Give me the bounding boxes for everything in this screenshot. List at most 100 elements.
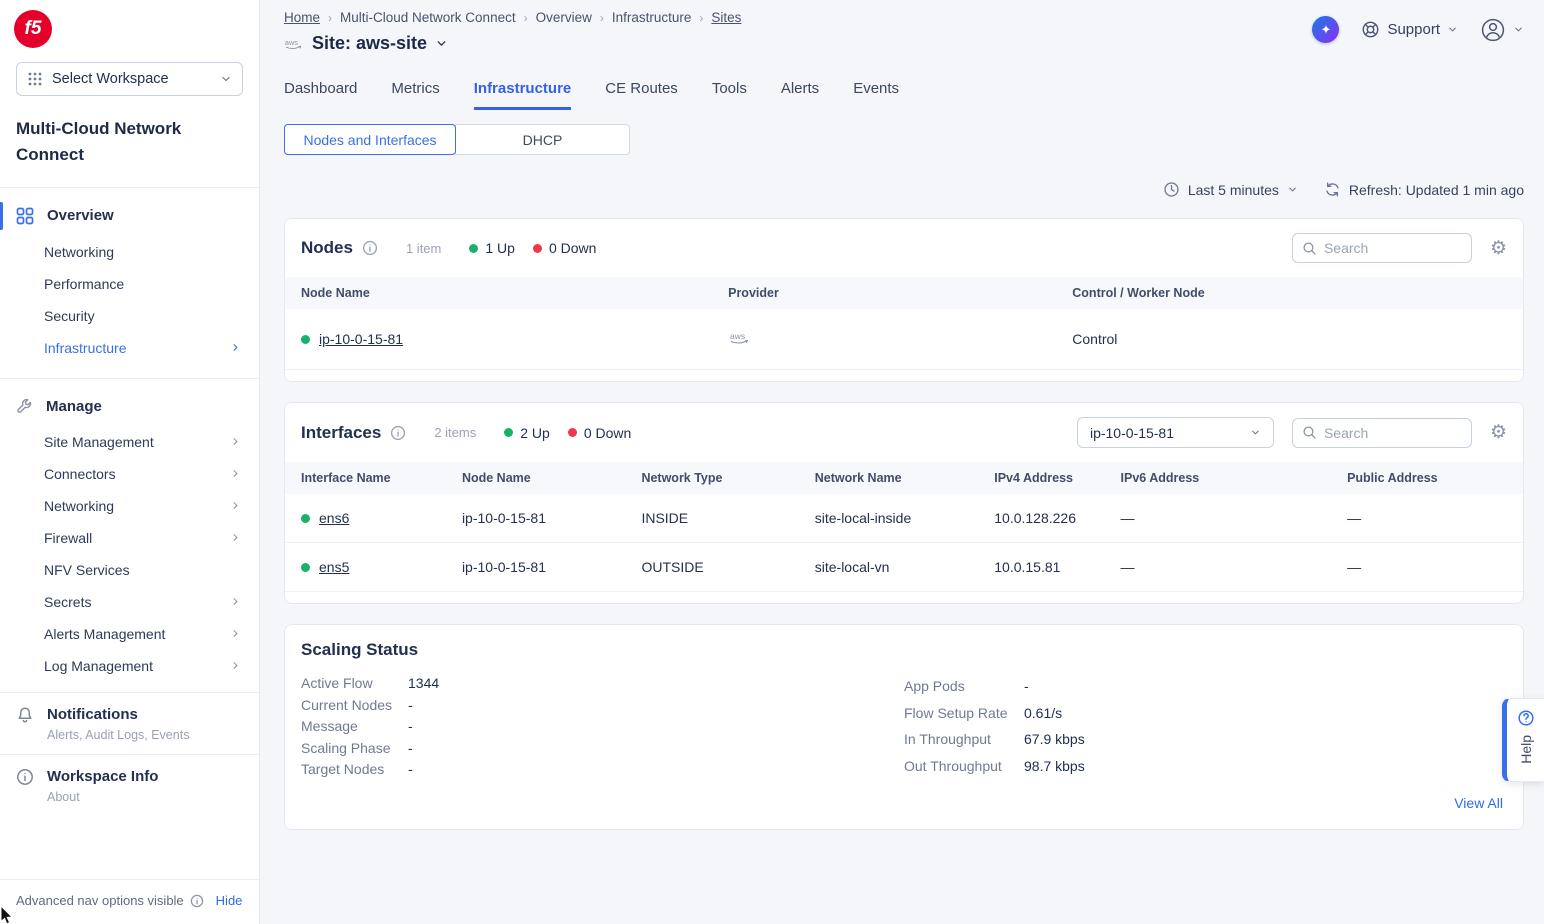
- interfaces-search-input[interactable]: [1323, 424, 1462, 441]
- up-status-dot: [301, 334, 310, 344]
- node-name-link[interactable]: ip-10-0-15-81: [319, 331, 404, 347]
- sidebar-item-alerts-management[interactable]: Alerts Management: [0, 618, 259, 650]
- refresh-button[interactable]: Refresh: Updated 1 min ago: [1324, 181, 1524, 198]
- time-range-selector[interactable]: Last 5 minutes: [1163, 181, 1298, 198]
- nodes-table: Node Name Provider Control / Worker Node…: [285, 277, 1523, 370]
- site-title-row[interactable]: aws Site: aws-site: [284, 33, 1524, 54]
- tab-ce-routes[interactable]: CE Routes: [605, 80, 678, 97]
- page-title: Site: aws-site: [312, 33, 428, 53]
- node-filter-select[interactable]: ip-10-0-15-81: [1076, 417, 1274, 448]
- sidebar-item-connectors[interactable]: Connectors: [0, 458, 259, 490]
- field-label: Flow Setup Rate: [904, 704, 1008, 721]
- field-value: 98.7 kbps: [1024, 757, 1085, 774]
- column-header-ipv6: IPv6 Address: [1104, 462, 1332, 494]
- breadcrumb-sites[interactable]: Sites: [711, 10, 742, 25]
- support-menu[interactable]: Support: [1361, 20, 1458, 39]
- field-value: -: [408, 761, 413, 777]
- field-label: Current Nodes: [301, 696, 393, 713]
- sidebar-item-performance[interactable]: Performance: [0, 268, 259, 300]
- subtab-nodes-and-interfaces[interactable]: Nodes and Interfaces: [284, 124, 456, 155]
- ai-assistant-button[interactable]: ✦: [1312, 16, 1340, 43]
- sidebar-item-infrastructure[interactable]: Infrastructure: [0, 332, 259, 364]
- interface-ipv6-cell: —: [1104, 542, 1332, 592]
- field-label: Scaling Phase: [301, 739, 391, 756]
- tab-dashboard[interactable]: Dashboard: [284, 80, 358, 97]
- scaling-right-column: App Pods - Flow Setup Rate 0.61/s In Throu…: [904, 673, 1507, 781]
- sidebar-item-workspace-info[interactable]: Workspace Info About: [0, 753, 259, 816]
- chevron-down-icon[interactable]: [435, 37, 448, 50]
- chevron-down-icon: [220, 73, 232, 85]
- tab-events[interactable]: Events: [853, 80, 900, 97]
- sidebar-item-networking-manage[interactable]: Networking: [0, 490, 259, 522]
- node-role-cell: Control: [1056, 309, 1523, 370]
- column-header-network-type: Network Type: [625, 462, 799, 494]
- workspace-selector[interactable]: Select Workspace: [16, 62, 243, 96]
- time-range-label: Last 5 minutes: [1187, 181, 1279, 198]
- time-controls: Last 5 minutes Refresh: Updated 1 min ag…: [284, 181, 1524, 198]
- sidebar-item-secrets[interactable]: Secrets: [0, 586, 259, 618]
- aws-provider-icon: aws: [284, 37, 304, 51]
- workspace-info-subtitle: About: [47, 789, 80, 804]
- divider: [0, 377, 259, 379]
- sidebar-item-firewall[interactable]: Firewall: [0, 522, 259, 554]
- sidebar-item-log-management[interactable]: Log Management: [0, 650, 259, 682]
- tab-infrastructure[interactable]: Infrastructure: [473, 80, 572, 110]
- sidebar-item-networking[interactable]: Networking: [0, 236, 259, 268]
- tab-tools[interactable]: Tools: [711, 80, 747, 97]
- sidebar-footer: Advanced nav options visible Hide: [0, 879, 259, 924]
- help-tab[interactable]: Help: [1502, 698, 1544, 782]
- scaling-status-card: Scaling Status Active Flow 1344 Current N…: [284, 624, 1524, 830]
- interface-node-cell: ip-10-0-15-81: [445, 542, 626, 592]
- subtab-dhcp[interactable]: DHCP: [455, 124, 630, 155]
- down-status-label: 0 Down: [548, 240, 597, 256]
- info-circle-icon[interactable]: [362, 240, 378, 256]
- field-value: 1344: [408, 675, 440, 691]
- interface-network-cell: site-local-vn: [798, 542, 979, 592]
- mouse-cursor: [0, 905, 16, 924]
- sidebar: f5 Select Workspace Multi-Cloud Network …: [0, 0, 260, 924]
- view-all-link[interactable]: View All: [1454, 794, 1503, 811]
- sidebar-item-overview[interactable]: Overview: [0, 198, 259, 234]
- gear-icon[interactable]: ⚙: [1489, 237, 1507, 259]
- sidebar-item-security[interactable]: Security: [0, 300, 259, 332]
- interface-name-link[interactable]: ens5: [319, 559, 350, 575]
- chevron-down-icon: [1513, 24, 1524, 35]
- sidebar-item-label: Connectors: [44, 465, 116, 482]
- breadcrumb-infrastructure: Infrastructure: [611, 10, 692, 25]
- column-header-interface-name: Interface Name: [285, 462, 446, 494]
- table-row: ens5 ip-10-0-15-81 OUTSIDE site-local-vn…: [285, 542, 1523, 592]
- f5-logo[interactable]: f5: [14, 10, 52, 48]
- sidebar-item-label: Networking: [44, 497, 115, 514]
- scaling-field: Active Flow 1344: [301, 673, 904, 695]
- column-header-ipv4: IPv4 Address: [978, 462, 1105, 494]
- clock-icon: [1163, 181, 1180, 198]
- interface-name-link[interactable]: ens6: [319, 510, 350, 526]
- hide-nav-link[interactable]: Hide: [215, 893, 243, 908]
- info-circle-icon[interactable]: [390, 425, 406, 441]
- field-label: Out Throughput: [904, 757, 1002, 774]
- chevron-right-icon: [230, 500, 241, 511]
- sidebar-item-notifications[interactable]: Notifications Alerts, Audit Logs, Events: [0, 691, 259, 754]
- tab-alerts[interactable]: Alerts: [780, 80, 820, 97]
- table-row: ens6 ip-10-0-15-81 INSIDE site-local-ins…: [285, 494, 1523, 543]
- column-header-provider: Provider: [712, 277, 1057, 309]
- aws-icon-text: aws: [730, 331, 745, 341]
- nodes-title: Nodes: [301, 238, 353, 257]
- up-status-label: 2 Up: [520, 424, 550, 441]
- workspace-title: Multi-Cloud Network Connect: [0, 100, 259, 188]
- tab-metrics[interactable]: Metrics: [391, 80, 440, 97]
- breadcrumb-home[interactable]: Home: [284, 10, 321, 25]
- interfaces-title: Interfaces: [301, 422, 382, 442]
- interface-ipv6-cell: —: [1104, 494, 1332, 543]
- f5-logo-text: f5: [24, 18, 42, 39]
- sidebar-item-nfv-services[interactable]: NFV Services: [0, 554, 259, 586]
- sidebar-item-label: Networking: [44, 243, 115, 260]
- user-menu[interactable]: [1480, 17, 1524, 43]
- sidebar-item-manage[interactable]: Manage: [0, 389, 259, 424]
- interfaces-card-header: Interfaces 2 items 2 Up 0 Down ip-10-0-1…: [285, 403, 1523, 462]
- gear-icon[interactable]: ⚙: [1489, 422, 1507, 443]
- sidebar-item-site-management[interactable]: Site Management: [0, 426, 259, 458]
- grid-dots-icon: [27, 71, 43, 87]
- manage-label: Manage: [46, 397, 102, 415]
- nodes-search-input[interactable]: [1323, 240, 1462, 256]
